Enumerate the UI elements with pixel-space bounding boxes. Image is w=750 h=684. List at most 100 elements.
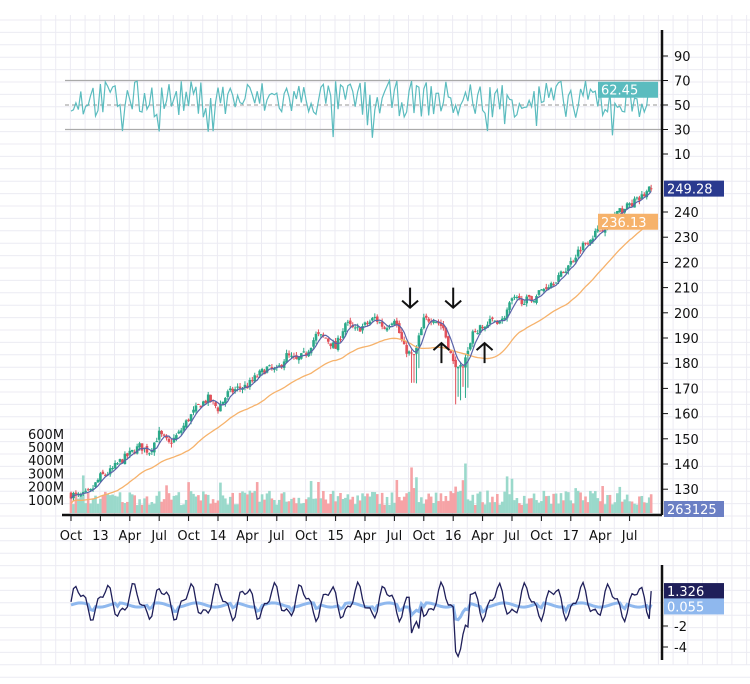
volume-bar — [466, 499, 470, 513]
candle-down — [451, 353, 455, 362]
volume-bar — [74, 492, 78, 513]
candle-up — [564, 271, 568, 273]
volume-bar — [432, 503, 435, 513]
volume-bar — [358, 500, 362, 513]
candle-up — [549, 283, 553, 288]
candle-down — [638, 197, 641, 201]
candle-down — [145, 446, 149, 453]
candle-down — [295, 355, 298, 359]
volume-bar — [263, 499, 266, 513]
volume-bar — [537, 502, 541, 513]
volume-bar — [469, 500, 472, 513]
price-tick-label: 230 — [674, 231, 699, 246]
volume-bar — [638, 496, 641, 513]
volume-bar — [616, 493, 619, 513]
candle-up — [456, 366, 460, 369]
volume-bar — [618, 486, 622, 513]
candle-up — [111, 467, 114, 469]
candle-down — [255, 376, 259, 378]
candle-down — [317, 332, 320, 334]
volume-bar — [248, 490, 252, 513]
candle-up — [148, 453, 151, 455]
candle-up — [297, 357, 301, 361]
volume-bar — [268, 490, 271, 513]
x-tick-label: Apr — [236, 529, 259, 544]
candle-down — [74, 492, 78, 494]
volume-bar — [77, 498, 80, 513]
candle-up — [542, 289, 546, 292]
volume-bar — [591, 493, 595, 513]
candle-up — [373, 316, 377, 318]
volume-bar — [162, 499, 166, 513]
volume-bar — [317, 481, 320, 513]
candle-up — [569, 260, 573, 265]
candle-up — [635, 197, 639, 199]
candle-up — [116, 463, 119, 465]
volume-bar — [96, 503, 100, 513]
candle-up — [508, 302, 511, 310]
volume-bar — [211, 499, 215, 513]
candle-up — [478, 325, 482, 333]
candle-up — [184, 420, 188, 428]
price-tick-label: 130 — [674, 483, 699, 498]
candle-up — [285, 353, 288, 363]
volume-bar — [574, 488, 577, 513]
volume-bar — [576, 490, 580, 513]
volume-bar — [157, 491, 161, 513]
volume-bar — [175, 495, 178, 513]
volume-bar — [449, 491, 453, 513]
x-tick-label: Jul — [621, 529, 638, 544]
x-tick-label: 13 — [92, 529, 109, 544]
candle-up — [277, 365, 281, 367]
candle-up — [547, 287, 551, 290]
volume-bar — [417, 502, 421, 513]
candle-up — [331, 342, 335, 348]
volume-bar — [329, 493, 332, 513]
candle-up — [89, 489, 92, 491]
volume-bar — [334, 501, 337, 513]
candle-down — [326, 338, 330, 342]
volume-bar — [123, 503, 127, 513]
candle-up — [407, 351, 411, 354]
candle-up — [510, 298, 514, 301]
volume-bar — [412, 488, 416, 513]
volume-bar — [429, 496, 433, 513]
volume-bar — [427, 493, 430, 513]
volume-bar — [192, 493, 195, 513]
volume-bar — [459, 490, 462, 513]
volume-bar — [473, 505, 477, 513]
rsi-tick-label: 30 — [674, 124, 691, 139]
candle-down — [216, 407, 220, 412]
volume-bar — [246, 494, 249, 513]
volume-bar — [625, 494, 629, 513]
candle-up — [417, 335, 421, 347]
oscillator-main-last-value-bg — [664, 583, 724, 600]
candle-up — [466, 350, 470, 356]
candle-up — [206, 394, 210, 404]
volume-bar — [505, 476, 509, 513]
candle-up — [108, 468, 112, 475]
candle-down — [630, 203, 634, 207]
candle-up — [155, 441, 159, 443]
volume-bar — [493, 502, 497, 513]
candle-up — [645, 191, 649, 198]
volume-bar — [189, 491, 193, 513]
volume-bar — [535, 500, 538, 513]
volume-bar — [594, 491, 597, 513]
price-tick-label: 240 — [674, 206, 699, 221]
candle-down — [187, 419, 190, 422]
volume-bar — [72, 504, 75, 513]
volume-tick-label: 100M — [28, 494, 64, 509]
volume-bar — [581, 500, 585, 513]
candle-down — [424, 315, 428, 318]
volume-bar — [199, 500, 203, 513]
volume-bar — [525, 503, 528, 513]
candle-up — [290, 355, 293, 357]
volume-bar — [331, 490, 335, 513]
candle-down — [287, 353, 291, 356]
volume-bar — [630, 501, 634, 513]
candle-up — [532, 301, 536, 303]
volume-bar — [165, 485, 168, 513]
volume-bar — [410, 467, 413, 513]
candle-down — [481, 327, 484, 329]
